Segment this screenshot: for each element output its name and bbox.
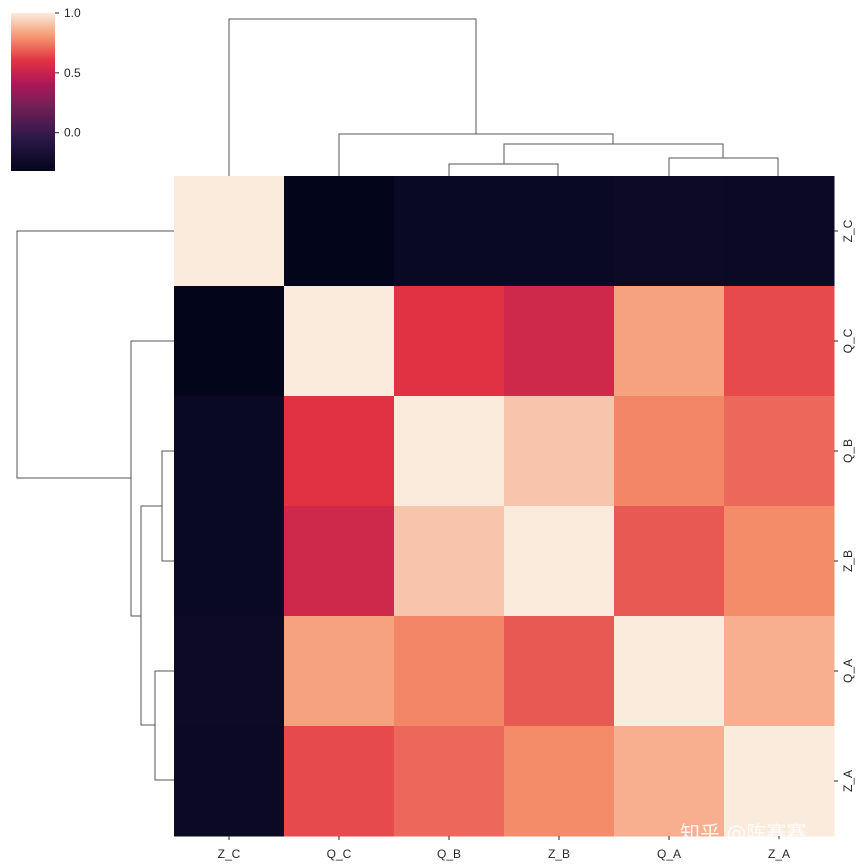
heatmap-cell-z_a-q_a <box>614 726 725 837</box>
heatmap-cell-q_c-q_b <box>394 286 505 397</box>
heatmap-cell-z_c-q_a <box>614 176 725 287</box>
heatmap-cell-z_c-z_c <box>174 176 285 287</box>
heatmap-cell-q_b-q_a <box>614 396 725 507</box>
heatmap-cell-q_a-z_a <box>724 616 835 727</box>
row-label-z_c: Z_C <box>841 219 855 242</box>
col-label-q_b: Q_B <box>437 847 461 861</box>
colorbar-ticks: 1.0 0.5 0.0 <box>55 6 81 140</box>
heatmap-cell-q_a-q_c <box>284 616 395 727</box>
col-label-q_c: Q_C <box>327 847 352 861</box>
colorbar-tick-label: 1.0 <box>64 6 81 20</box>
row-dendro-link-qa-za <box>154 670 174 781</box>
col-label-z_b: Z_B <box>548 847 570 861</box>
heatmap-cell-z_b-z_b <box>504 506 615 617</box>
heatmap-cell-z_a-q_b <box>394 726 505 837</box>
heatmap-cell-z_b-q_a <box>614 506 725 617</box>
heatmap-cell-q_c-q_c <box>284 286 395 397</box>
heatmap-cell-z_c-z_a <box>724 176 835 287</box>
row-label-q_a: Q_A <box>841 659 855 683</box>
heatmap-cell-z_a-z_c <box>174 726 285 837</box>
row-label-z_b: Z_B <box>841 550 855 572</box>
row-dendro-link-root <box>16 230 174 479</box>
watermark-text: 知乎 @陈赛赛 <box>680 821 806 845</box>
column-tick-labels: Z_C Q_C Q_B Z_B Q_A Z_A <box>218 836 790 861</box>
heatmap-cell-q_b-q_b <box>394 396 505 507</box>
heatmap-cell-q_a-z_c <box>174 616 285 727</box>
heatmap-cell-z_b-q_b <box>394 506 505 617</box>
col-dendro-link-qa-za <box>668 157 779 176</box>
row-label-q_b: Q_B <box>841 439 855 463</box>
row-dendro-link-qb-zb <box>161 450 174 562</box>
heatmap-cell-z_b-z_c <box>174 506 285 617</box>
row-label-q_c: Q_C <box>841 328 855 353</box>
col-dendro-link-b-a <box>503 143 724 164</box>
col-dendro-link-qc <box>338 133 614 176</box>
colorbar: 1.0 0.5 0.0 <box>11 6 81 171</box>
heatmap-cell-z_c-z_b <box>504 176 615 287</box>
col-label-z_c: Z_C <box>218 847 241 861</box>
heatmap-cell-q_b-z_c <box>174 396 285 507</box>
heatmap-cell-z_b-z_a <box>724 506 835 617</box>
heatmap-cell-q_b-z_a <box>724 396 835 507</box>
heatmap-cell-q_c-q_a <box>614 286 725 397</box>
heatmap-cell-z_c-q_c <box>284 176 395 287</box>
heatmap-cell-q_b-z_b <box>504 396 615 507</box>
heatmap-cell-q_a-q_a <box>614 616 725 727</box>
col-label-z_a: Z_A <box>768 847 790 861</box>
row-dendrogram <box>16 230 174 781</box>
heatmap-cell-q_a-z_b <box>504 616 615 727</box>
heatmap-grid <box>174 176 835 837</box>
heatmap-cell-z_a-z_a <box>724 726 835 837</box>
colorbar-tick-label: 0.5 <box>64 66 81 80</box>
heatmap-cell-z_b-q_c <box>284 506 395 617</box>
col-dendro-link-root <box>228 18 477 176</box>
heatmap-cell-z_c-q_b <box>394 176 505 287</box>
row-dendro-link-qc <box>130 340 174 617</box>
col-label-q_a: Q_A <box>657 847 681 861</box>
heatmap-cell-q_c-z_c <box>174 286 285 397</box>
colorbar-tick-label: 0.0 <box>64 126 81 140</box>
heatmap-cell-q_a-q_b <box>394 616 505 727</box>
heatmap-cell-z_a-z_b <box>504 726 615 837</box>
row-tick-labels: Z_C Q_C Q_B Z_B Q_A Z_A <box>834 219 855 792</box>
column-dendrogram <box>228 18 779 176</box>
heatmap-cell-z_a-q_c <box>284 726 395 837</box>
heatmap-cell-q_c-z_a <box>724 286 835 397</box>
row-dendro-link-b-a <box>140 505 162 726</box>
row-label-z_a: Z_A <box>841 770 855 792</box>
heatmap-cell-q_c-z_b <box>504 286 615 397</box>
col-dendro-link-qb-zb <box>448 163 559 176</box>
heatmap-cell-q_b-q_c <box>284 396 395 507</box>
colorbar-gradient <box>11 13 55 171</box>
